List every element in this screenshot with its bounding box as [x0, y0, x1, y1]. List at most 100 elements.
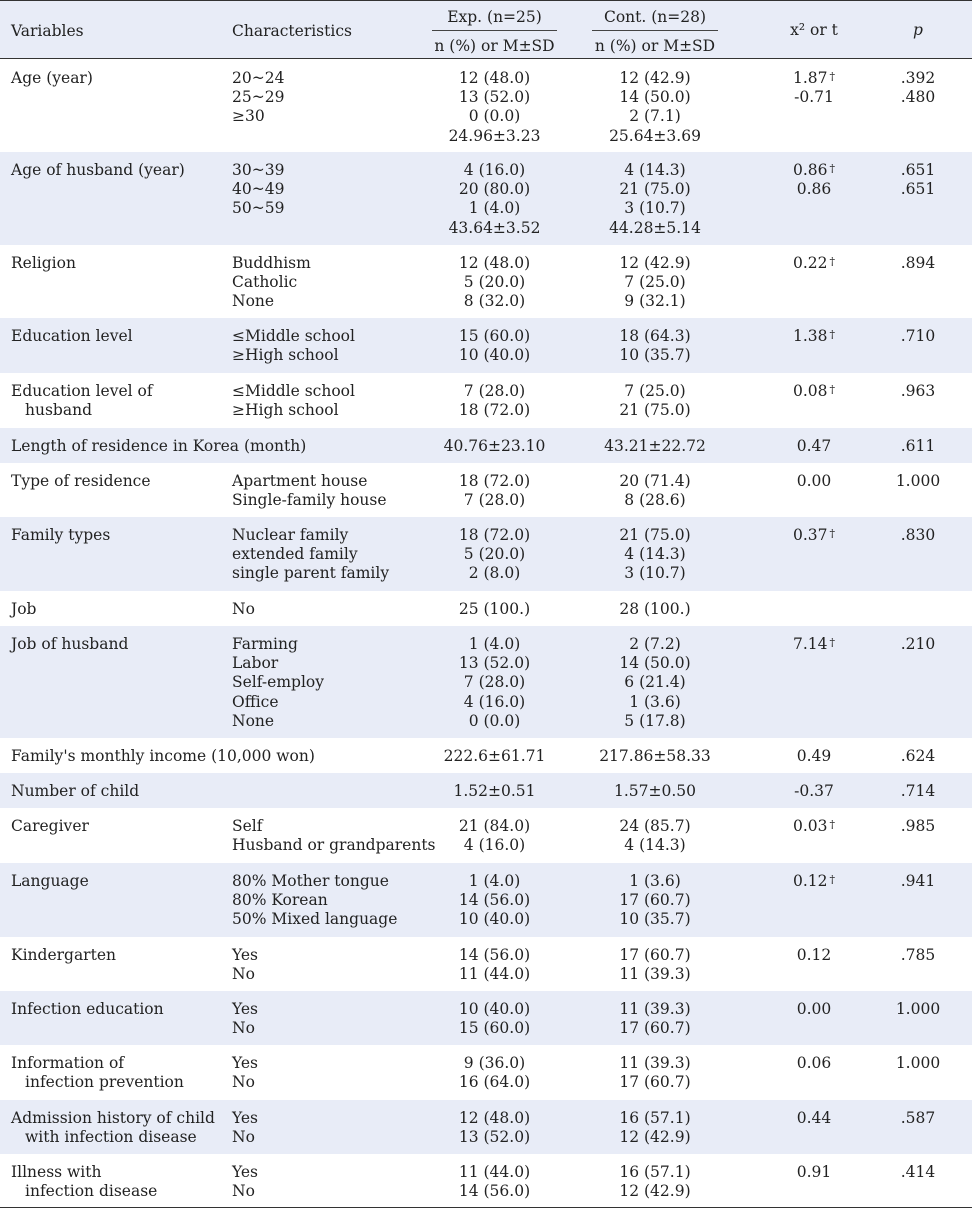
header-exp-rule [432, 30, 557, 31]
characteristic-cell-line: Yes [232, 946, 259, 964]
characteristic-cell-line: No [232, 1073, 255, 1092]
exp-value-cell-line: 25 (100.) [458, 600, 531, 618]
stat-value-cell-line: 1.87 † [792, 69, 836, 87]
exp-value-cell: 1 (4.0) 13 (52.0) 7 (28.0) 4 (16.0) 0 (0.0) [432, 635, 557, 731]
exp-value-cell-line: 10 (40.0) [458, 910, 531, 929]
p-value-cell: .587 [880, 1109, 956, 1128]
dagger-mark: † [829, 873, 836, 886]
table-row: Type of residence Apartment house Single-f… [0, 463, 972, 517]
cont-value-cell: 24 (85.7) 4 (14.3) [592, 817, 718, 855]
cont-value-cell-line: 16 (57.1) [619, 1163, 691, 1181]
characteristic-cell-line: No [232, 600, 255, 618]
stat-value-cell: 0.00 [774, 472, 854, 491]
stat-value-cell-line: 0.49 [796, 747, 832, 765]
characteristic-cell: 30~39 40~49 50~59 [232, 161, 284, 238]
exp-value-cell-line: 12 (48.0) [458, 254, 531, 272]
p-value-cell: .985 [880, 817, 956, 836]
exp-value-cell: 10 (40.0) 15 (60.0) [432, 1000, 557, 1038]
cont-value-cell-line: 17 (60.7) [619, 1019, 691, 1038]
characteristic-cell-line: Self [232, 817, 263, 835]
variable-label-line: Religion [11, 254, 76, 272]
p-value-cell-line: .611 [900, 437, 936, 455]
variable-label-line: infection disease [25, 1182, 158, 1201]
variable-label-line: Job [11, 600, 37, 618]
characteristic-cell-line: None [232, 711, 275, 730]
exp-value-cell-line: 2 (8.0) [468, 564, 521, 583]
characteristic-cell-line: 20~24 [232, 69, 285, 87]
cont-value-cell-line: 1 (3.6) [629, 872, 681, 890]
cont-value-cell: 16 (57.1) 12 (42.9) [592, 1163, 718, 1201]
p-value-cell: .830 [880, 526, 956, 545]
exp-value-cell-line: 14 (56.0) [458, 1182, 531, 1201]
cont-value-cell: 12 (42.9) 14 (50.0) 2 (7.1) 25.64±3.69 [592, 69, 718, 146]
cont-value-cell: 7 (25.0) 21 (75.0) [592, 382, 718, 420]
exp-value-cell: 7 (28.0) 18 (72.0) [432, 382, 557, 420]
variable-label: Language [11, 872, 89, 891]
exp-value-cell-line: 16 (64.0) [458, 1073, 531, 1092]
dagger-mark: † [829, 636, 836, 649]
exp-value-cell-line: 24.96±3.23 [448, 126, 541, 145]
characteristic-cell-line: Yes [232, 1163, 259, 1181]
header-stat: x² or t [790, 21, 838, 39]
p-value-cell-line: .894 [900, 254, 936, 272]
p-value-cell-line: .785 [900, 946, 936, 964]
table-row: Job No 25 (100.) 28 (100.) [0, 591, 972, 626]
table-row: Family's monthly income (10,000 won) 222.… [0, 738, 972, 773]
cont-value-cell-line: 18 (64.3) [619, 327, 691, 345]
p-value-cell: .624 [880, 747, 956, 766]
p-value-cell-line: .985 [900, 817, 936, 835]
exp-value-cell-line: 13 (52.0) [458, 1128, 531, 1147]
stat-value-cell: 0.47 [774, 437, 854, 456]
cont-value-cell: 43.21±22.72 [592, 437, 718, 456]
header-cont-rule [592, 30, 718, 31]
dagger-mark: † [829, 70, 836, 83]
cont-value-cell-line: 17 (60.7) [619, 1073, 691, 1092]
exp-value-cell-line: 7 (28.0) [463, 491, 526, 510]
variable-label: Infection education [11, 1000, 164, 1019]
cont-value-cell-line: 1.57±0.50 [613, 782, 696, 800]
variable-label-line: Family's monthly income (10,000 won) [11, 747, 315, 765]
cont-value-cell: 11 (39.3) 17 (60.7) [592, 1054, 718, 1092]
variable-label: Family's monthly income (10,000 won) [11, 747, 315, 766]
variable-label-line: husband [25, 401, 92, 420]
characteristic-cell: Apartment house Single-family house [232, 472, 387, 510]
characteristic-cell-line: ≥30 [232, 107, 265, 126]
stat-value-cell: 1.87 † -0.71 [774, 69, 854, 107]
exp-value-cell-line: 1 (4.0) [468, 199, 521, 218]
exp-value-cell: 18 (72.0) 5 (20.0) 2 (8.0) [432, 526, 557, 584]
table-row: Number of child 1.52±0.51 1.57±0.50 -0.37 .7… [0, 773, 972, 808]
characteristic-cell-line: ≤Middle school [232, 327, 355, 345]
exp-value-cell-line: 15 (60.0) [458, 327, 531, 345]
exp-value-cell: 4 (16.0) 20 (80.0) 1 (4.0) 43.64±3.52 [432, 161, 557, 238]
exp-value-cell-line: 4 (16.0) [463, 836, 526, 855]
p-value-cell-line: .624 [900, 747, 936, 765]
characteristic-cell-line: extended family [232, 545, 358, 564]
cont-value-cell-line: 4 (14.3) [624, 545, 686, 564]
stat-value-cell-line: 0.00 [796, 1000, 832, 1018]
exp-value-cell: 14 (56.0) 11 (44.0) [432, 946, 557, 984]
characteristic-cell-line: No [232, 1019, 255, 1038]
exp-value-cell-line: 5 (20.0) [463, 545, 526, 564]
exp-value-cell-line: 18 (72.0) [458, 401, 531, 420]
p-value-cell-line: .714 [900, 782, 936, 800]
cont-value-cell-line: 17 (60.7) [619, 946, 691, 964]
characteristic-cell-line: Catholic [232, 273, 298, 292]
p-value-cell: .611 [880, 437, 956, 456]
exp-value-cell: 12 (48.0) 13 (52.0) 0 (0.0) 24.96±3.23 [432, 69, 557, 146]
stat-value-cell: 0.12 † [774, 872, 854, 891]
exp-value-cell: 25 (100.) [432, 600, 557, 619]
stat-value-cell-line: 0.44 [796, 1109, 832, 1127]
characteristic-cell-line: Husband or grandparents [232, 836, 436, 855]
variable-label: Age of husband (year) [11, 161, 185, 180]
variable-label: Length of residence in Korea (month) [11, 437, 306, 456]
stat-value-cell: 0.12 [774, 946, 854, 965]
cont-value-cell-line: 24 (85.7) [619, 817, 691, 835]
cont-value-cell-line: 9 (32.1) [624, 292, 686, 311]
table-row: Religion Buddhism Catholic None 12 (48.0) 5 (… [0, 245, 972, 318]
exp-value-cell-line: 11 (44.0) [458, 965, 531, 984]
cont-value-cell: 4 (14.3) 21 (75.0) 3 (10.7) 44.28±5.14 [592, 161, 718, 238]
exp-value-cell: 40.76±23.10 [432, 437, 557, 456]
p-value-cell: .714 [880, 782, 956, 801]
stat-value-cell-line: 0.91 [796, 1163, 832, 1181]
table-row: Information of infection prevention Yes No 9… [0, 1045, 972, 1100]
